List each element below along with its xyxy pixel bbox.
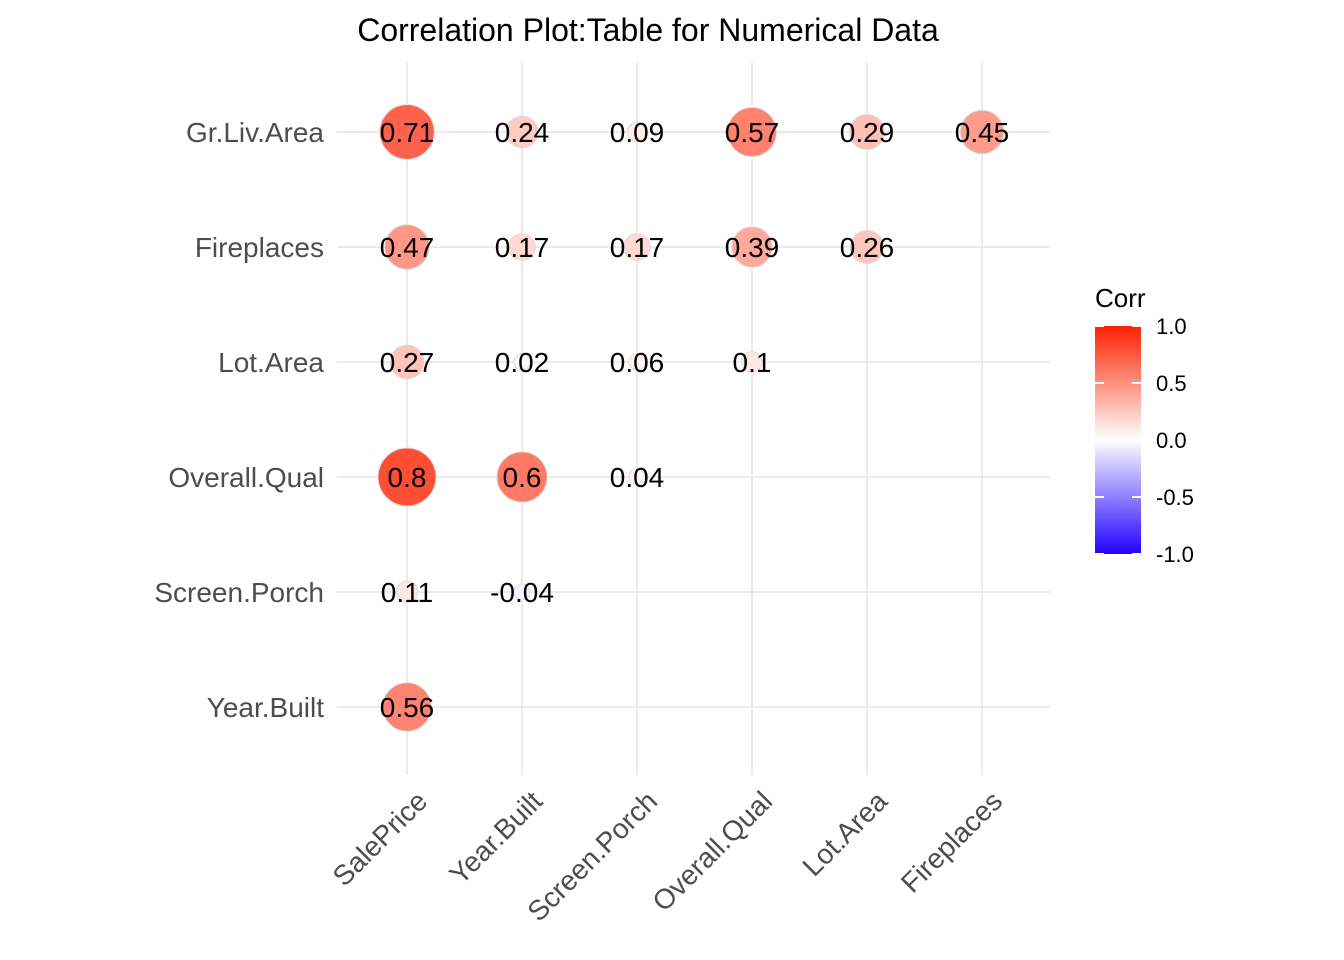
correlation-point <box>389 344 425 380</box>
correlation-value-label: 0.27 <box>380 347 435 378</box>
correlation-point <box>849 229 885 265</box>
correlation-point <box>623 233 651 261</box>
x-axis-ticks: SalePrice Year.BuiltScreen.PorchOverall.Q… <box>327 785 1009 927</box>
correlation-value-label: 0.29 <box>840 117 895 148</box>
correlation-value-label: 0.8 <box>388 462 427 493</box>
correlation-value-label: 0.24 <box>495 117 550 148</box>
legend-tick-label: -1.0 <box>1156 542 1194 567</box>
legend-title: Corr <box>1095 283 1146 313</box>
y-tick-label: Fireplaces <box>195 232 324 263</box>
correlation-value-label: 0.57 <box>725 117 780 148</box>
correlation-value-label: 0.09 <box>610 117 665 148</box>
correlation-value-label: 0.45 <box>955 117 1010 148</box>
correlation-point <box>382 682 432 732</box>
correlation-point <box>505 115 539 149</box>
correlation-point <box>384 224 430 270</box>
correlation-value-label: 0.17 <box>610 232 665 263</box>
legend-tick-label: 0.5 <box>1156 371 1187 396</box>
correlation-value-label: 0.02 <box>495 347 550 378</box>
y-tick-label: Overall.Qual <box>168 462 324 493</box>
correlation-value-label: 0.6 <box>503 462 542 493</box>
y-tick-label: Screen.Porch <box>154 577 324 608</box>
y-tick-label: Lot.Area <box>218 347 324 378</box>
correlation-point <box>513 583 531 601</box>
correlation-value-label: 0.1 <box>733 347 772 378</box>
x-tick-label: Overall.Qual <box>646 785 778 917</box>
y-axis-ticks: Gr.Liv.Area Fireplaces Lot.Area Overall.Qua… <box>154 117 324 723</box>
x-tick-label: Fireplaces <box>895 785 1008 898</box>
correlation-value-label: 0.26 <box>840 232 895 263</box>
correlation-value-label: 0.71 <box>380 117 435 148</box>
legend-tick-label: 1.0 <box>1156 314 1187 339</box>
x-tick-label: SalePrice <box>327 785 434 892</box>
correlation-point <box>395 580 419 604</box>
correlation-point <box>513 353 531 371</box>
correlation-point <box>508 233 536 261</box>
legend-tick-label: -0.5 <box>1156 485 1194 510</box>
correlation-point <box>379 104 435 160</box>
correlation-value-label: 0.47 <box>380 232 435 263</box>
correlation-labels: 0.71 0.24 0.09 0.57 0.29 0.45 0.47 0.17 0.17 0.39… <box>380 117 1010 723</box>
x-tick-label: Year.Built <box>443 785 548 890</box>
correlation-value-label: 0.06 <box>610 347 665 378</box>
correlation-value-label: 0.17 <box>495 232 550 263</box>
correlation-point <box>959 109 1005 155</box>
y-tick-label: Gr.Liv.Area <box>186 117 324 148</box>
correlation-point <box>628 468 646 486</box>
y-tick-label: Year.Built <box>207 692 324 723</box>
correlation-value-label: -0.04 <box>490 577 554 608</box>
correlation-value-label: 0.04 <box>610 462 665 493</box>
legend-tick-label: 0.0 <box>1156 428 1187 453</box>
correlation-point <box>741 351 763 373</box>
correlation-value-label: 0.11 <box>381 577 433 608</box>
chart-title: Correlation Plot:Table for Numerical Dat… <box>357 12 939 48</box>
legend-ticks: 1.0 0.5 0.0 -0.5 -1.0 <box>1095 314 1194 567</box>
legend: Corr 1.0 0.5 0.0 -0.5 -1.0 <box>1095 283 1194 567</box>
correlation-value-label: 0.56 <box>380 692 435 723</box>
grid-lines <box>337 62 1050 775</box>
x-tick-label: Lot.Area <box>796 785 893 882</box>
correlation-point <box>727 107 777 157</box>
correlation-point <box>496 451 548 503</box>
correlation-point <box>626 121 648 143</box>
correlation-point <box>849 114 885 150</box>
correlation-point <box>628 353 646 371</box>
correlation-point <box>731 226 773 268</box>
correlation-value-label: 0.39 <box>725 232 780 263</box>
correlation-point <box>377 447 437 507</box>
correlation-points <box>377 104 1005 732</box>
